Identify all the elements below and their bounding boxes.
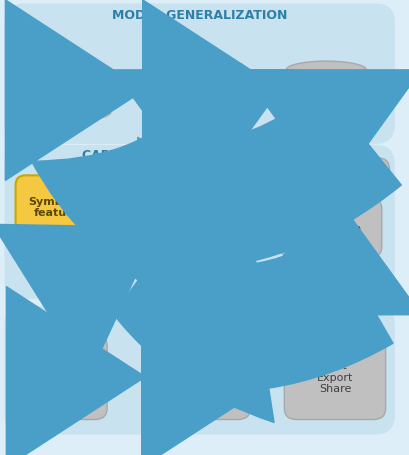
- FancyBboxPatch shape: [148, 334, 249, 420]
- FancyBboxPatch shape: [16, 176, 105, 238]
- Text: CARTOGRAPHIC GENERALIZATION: CARTOGRAPHIC GENERALIZATION: [82, 149, 317, 162]
- FancyBboxPatch shape: [284, 334, 385, 420]
- Text: Scale-
specific
Database: Scale- specific Database: [299, 78, 352, 111]
- Text: Map
Layout: Map Layout: [43, 366, 81, 388]
- Ellipse shape: [30, 62, 110, 79]
- FancyBboxPatch shape: [153, 199, 253, 257]
- Polygon shape: [285, 71, 365, 113]
- FancyBboxPatch shape: [6, 147, 393, 298]
- Text: Generalize
Data: Generalize Data: [163, 83, 229, 105]
- Text: MODEL GENERALIZATION: MODEL GENERALIZATION: [112, 9, 287, 22]
- FancyBboxPatch shape: [6, 308, 393, 433]
- Text: Manual Editing: Manual Editing: [215, 168, 298, 178]
- FancyBboxPatch shape: [280, 199, 381, 257]
- Text: Master
Database: Master Database: [43, 80, 97, 101]
- FancyBboxPatch shape: [148, 64, 245, 124]
- Text: Annotation: Annotation: [300, 223, 361, 233]
- FancyBboxPatch shape: [124, 158, 389, 187]
- Text: Print
Export
Share: Print Export Share: [316, 360, 352, 394]
- Text: Output: Output: [180, 372, 218, 382]
- Text: DELIVERY: DELIVERY: [166, 308, 233, 322]
- FancyBboxPatch shape: [6, 6, 393, 143]
- Ellipse shape: [285, 62, 365, 79]
- Text: Symbolize
features: Symbolize features: [29, 196, 92, 217]
- Text: Resolve
Conflicts: Resolve Conflicts: [176, 217, 230, 239]
- Ellipse shape: [285, 105, 365, 122]
- Ellipse shape: [30, 105, 110, 122]
- FancyBboxPatch shape: [18, 334, 107, 420]
- Polygon shape: [30, 71, 110, 113]
